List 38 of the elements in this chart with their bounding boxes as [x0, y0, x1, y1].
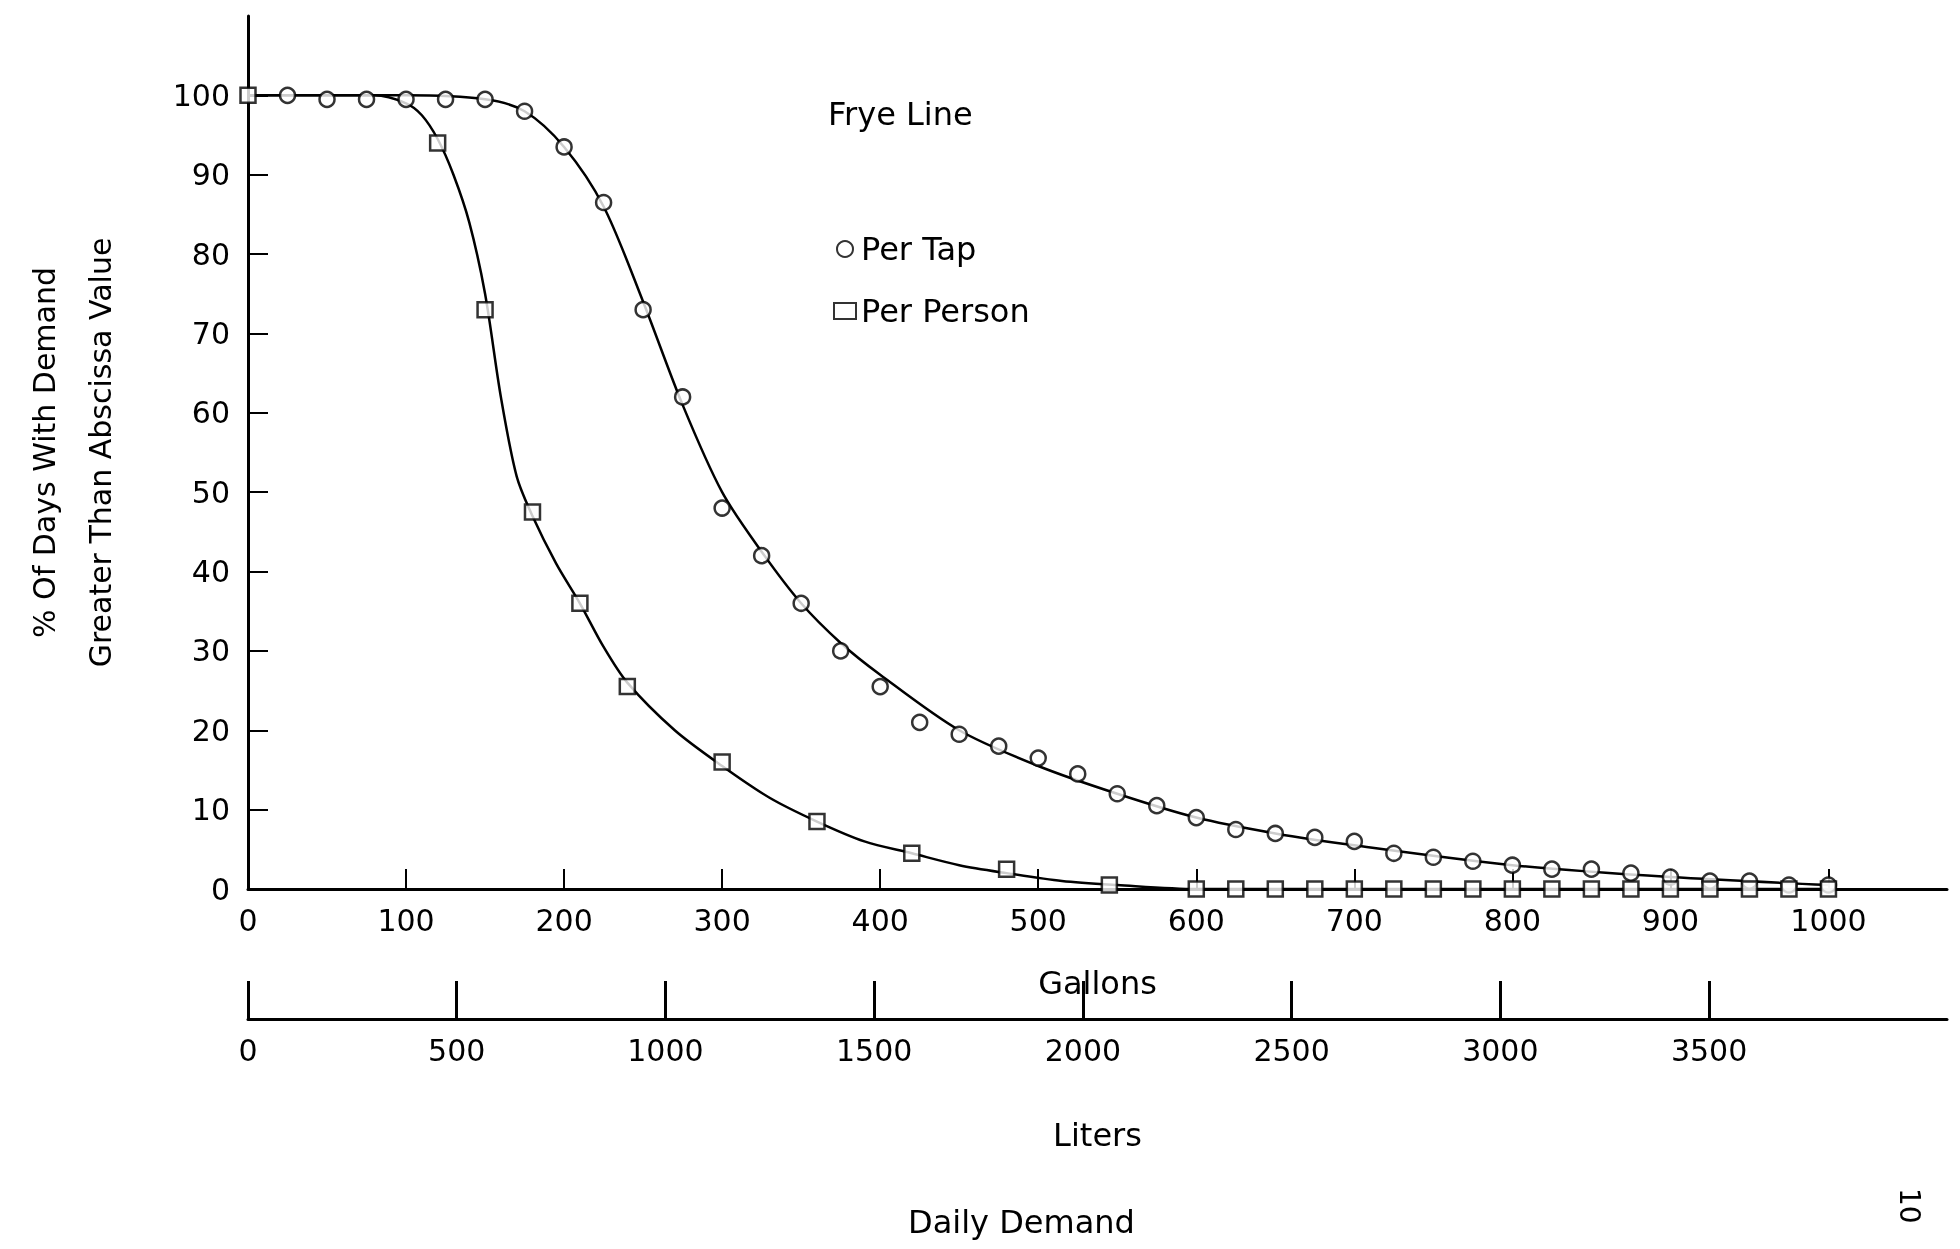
y-tick-label: 10	[191, 792, 230, 828]
x2-tick-label: 0	[238, 1032, 258, 1068]
y-tick-label: 100	[172, 77, 230, 113]
y-tick-label: 50	[191, 474, 230, 510]
legend-label: Per Person	[861, 292, 1030, 330]
x-tick-label: 100	[377, 902, 435, 938]
x-tick-label: 600	[1167, 902, 1225, 938]
legend-label: Per Tap	[861, 230, 977, 268]
x2-tick-label: 1500	[835, 1032, 913, 1068]
legend-title: Frye Line	[828, 95, 973, 133]
x-tick-label: 0	[238, 902, 258, 938]
x-tick-label: 900	[1641, 902, 1700, 938]
y-axis-title: % Of Days With Demand Greater Than Abscissa Value	[26, 237, 118, 668]
x2-tick-label: 2000	[1044, 1032, 1122, 1068]
y-tick-label: 40	[191, 554, 230, 590]
x2-axis-title: Liters	[1053, 1116, 1142, 1154]
y-tick-label: 20	[191, 712, 230, 748]
x2-tick-label: 2500	[1253, 1032, 1330, 1068]
x-tick-label: 500	[1009, 902, 1067, 938]
text: 10	[1892, 1188, 1926, 1224]
y-tick-label: 0	[210, 871, 230, 907]
text: Daily Demand	[908, 1203, 1135, 1241]
x-axis-title: Gallons	[1038, 964, 1157, 1002]
x-tick-label: 1000	[1790, 902, 1867, 938]
y-tick-label: 30	[191, 633, 230, 669]
x-tick-label: 800	[1483, 902, 1541, 938]
y-tick-label: 60	[191, 395, 230, 431]
x2-tick-label: 1000	[627, 1032, 704, 1068]
x2-tick-label: 3500	[1670, 1032, 1748, 1068]
y-tick-label: 90	[191, 157, 230, 193]
x-tick-label: 200	[535, 902, 593, 938]
x-tick-label: 700	[1325, 902, 1383, 938]
y-tick-label: 80	[191, 236, 230, 272]
y-tick-label: 70	[191, 315, 230, 351]
x2-tick-label: 500	[428, 1032, 486, 1068]
x-tick-label: 300	[693, 902, 751, 938]
x2-tick-label: 3000	[1462, 1032, 1539, 1068]
x-tick-label: 400	[851, 902, 909, 938]
